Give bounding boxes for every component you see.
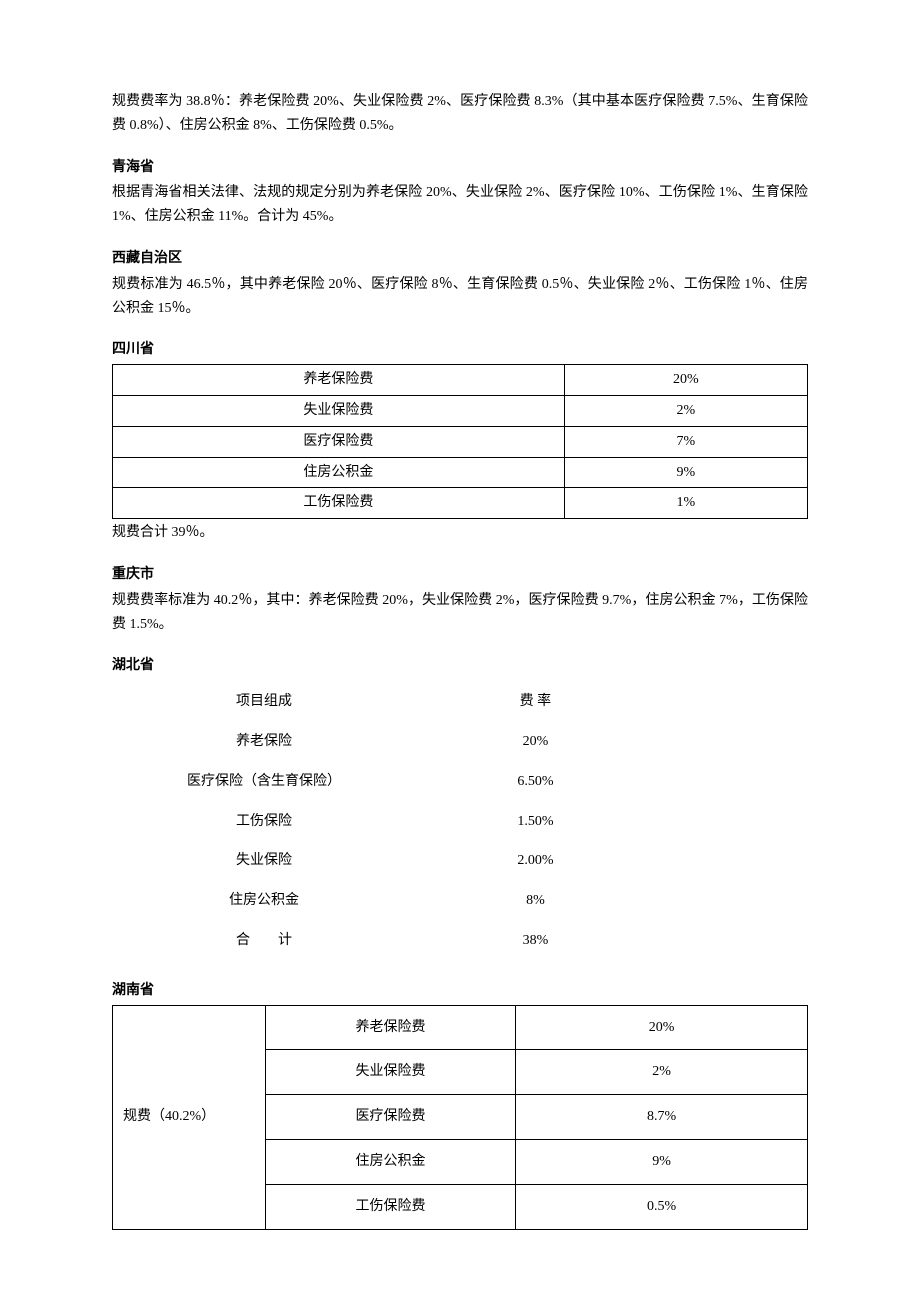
list-item: 养老保险 20% [112, 722, 655, 762]
sichuan-value: 2% [564, 395, 807, 426]
sichuan-value: 9% [564, 457, 807, 488]
hubei-label: 失业保险 [112, 849, 416, 873]
sichuan-note: 规费合计 39％。 [112, 521, 808, 545]
hubei-list: 项目组成 费 率 养老保险 20% 医疗保险（含生育保险） 6.50% 工伤保险… [112, 682, 655, 961]
table-row: 医疗保险费 7% [113, 426, 808, 457]
sichuan-value: 7% [564, 426, 807, 457]
sichuan-title: 四川省 [112, 338, 808, 362]
list-item: 工伤保险 1.50% [112, 802, 655, 842]
hunan-label: 失业保险费 [265, 1050, 515, 1095]
sichuan-table: 养老保险费 20% 失业保险费 2% 医疗保险费 7% 住房公积金 9% 工伤保… [112, 364, 808, 519]
hunan-value: 20% [516, 1005, 808, 1050]
hubei-value: 8% [416, 889, 655, 913]
xizang-text: 规费标准为 46.5％，其中养老保险 20％、医疗保险 8％、生育保险费 0.5… [112, 273, 808, 321]
sichuan-label: 工伤保险费 [113, 488, 565, 519]
hunan-table: 规费（40.2%） 养老保险费 20% 失业保险费 2% 医疗保险费 8.7% … [112, 1005, 808, 1230]
hunan-label: 医疗保险费 [265, 1095, 515, 1140]
table-row: 工伤保险费 1% [113, 488, 808, 519]
hunan-title: 湖南省 [112, 979, 808, 1003]
chongqing-title: 重庆市 [112, 563, 808, 587]
hunan-value: 9% [516, 1139, 808, 1184]
hubei-label: 养老保险 [112, 730, 416, 754]
hunan-label: 养老保险费 [265, 1005, 515, 1050]
hunan-value: 2% [516, 1050, 808, 1095]
table-row: 失业保险费 2% [113, 395, 808, 426]
hubei-value: 38% [416, 929, 655, 953]
hubei-label: 合 计 [112, 929, 416, 953]
hubei-header-left: 项目组成 [112, 690, 416, 714]
hubei-header-right: 费 率 [416, 690, 655, 714]
hunan-value: 8.7% [516, 1095, 808, 1140]
qinghai-title: 青海省 [112, 156, 808, 180]
hunan-label: 住房公积金 [265, 1139, 515, 1184]
table-row: 规费（40.2%） 养老保险费 20% [113, 1005, 808, 1050]
hubei-label: 医疗保险（含生育保险） [112, 770, 416, 794]
sichuan-value: 1% [564, 488, 807, 519]
hunan-label: 工伤保险费 [265, 1184, 515, 1229]
sichuan-label: 失业保险费 [113, 395, 565, 426]
table-row: 养老保险费 20% [113, 365, 808, 396]
hubei-title: 湖北省 [112, 654, 808, 678]
hubei-label: 工伤保险 [112, 810, 416, 834]
intro-paragraph: 规费费率为 38.8％：养老保险费 20%、失业保险费 2%、医疗保险费 8.3… [112, 90, 808, 138]
xizang-title: 西藏自治区 [112, 247, 808, 271]
sichuan-label: 医疗保险费 [113, 426, 565, 457]
hubei-value: 20% [416, 730, 655, 754]
hubei-header-row: 项目组成 费 率 [112, 682, 655, 722]
hunan-value: 0.5% [516, 1184, 808, 1229]
hunan-group-label: 规费（40.2%） [113, 1005, 266, 1229]
hubei-value: 6.50% [416, 770, 655, 794]
list-item: 失业保险 2.00% [112, 841, 655, 881]
sichuan-label: 养老保险费 [113, 365, 565, 396]
list-item: 住房公积金 8% [112, 881, 655, 921]
sichuan-value: 20% [564, 365, 807, 396]
list-item: 医疗保险（含生育保险） 6.50% [112, 762, 655, 802]
sichuan-label: 住房公积金 [113, 457, 565, 488]
hubei-value: 1.50% [416, 810, 655, 834]
chongqing-text: 规费费率标准为 40.2％，其中：养老保险费 20%，失业保险费 2%，医疗保险… [112, 589, 808, 637]
table-row: 住房公积金 9% [113, 457, 808, 488]
hubei-label: 住房公积金 [112, 889, 416, 913]
qinghai-text: 根据青海省相关法律、法规的规定分别为养老保险 20%、失业保险 2%、医疗保险 … [112, 181, 808, 229]
list-item: 合 计 38% [112, 921, 655, 961]
hubei-value: 2.00% [416, 849, 655, 873]
